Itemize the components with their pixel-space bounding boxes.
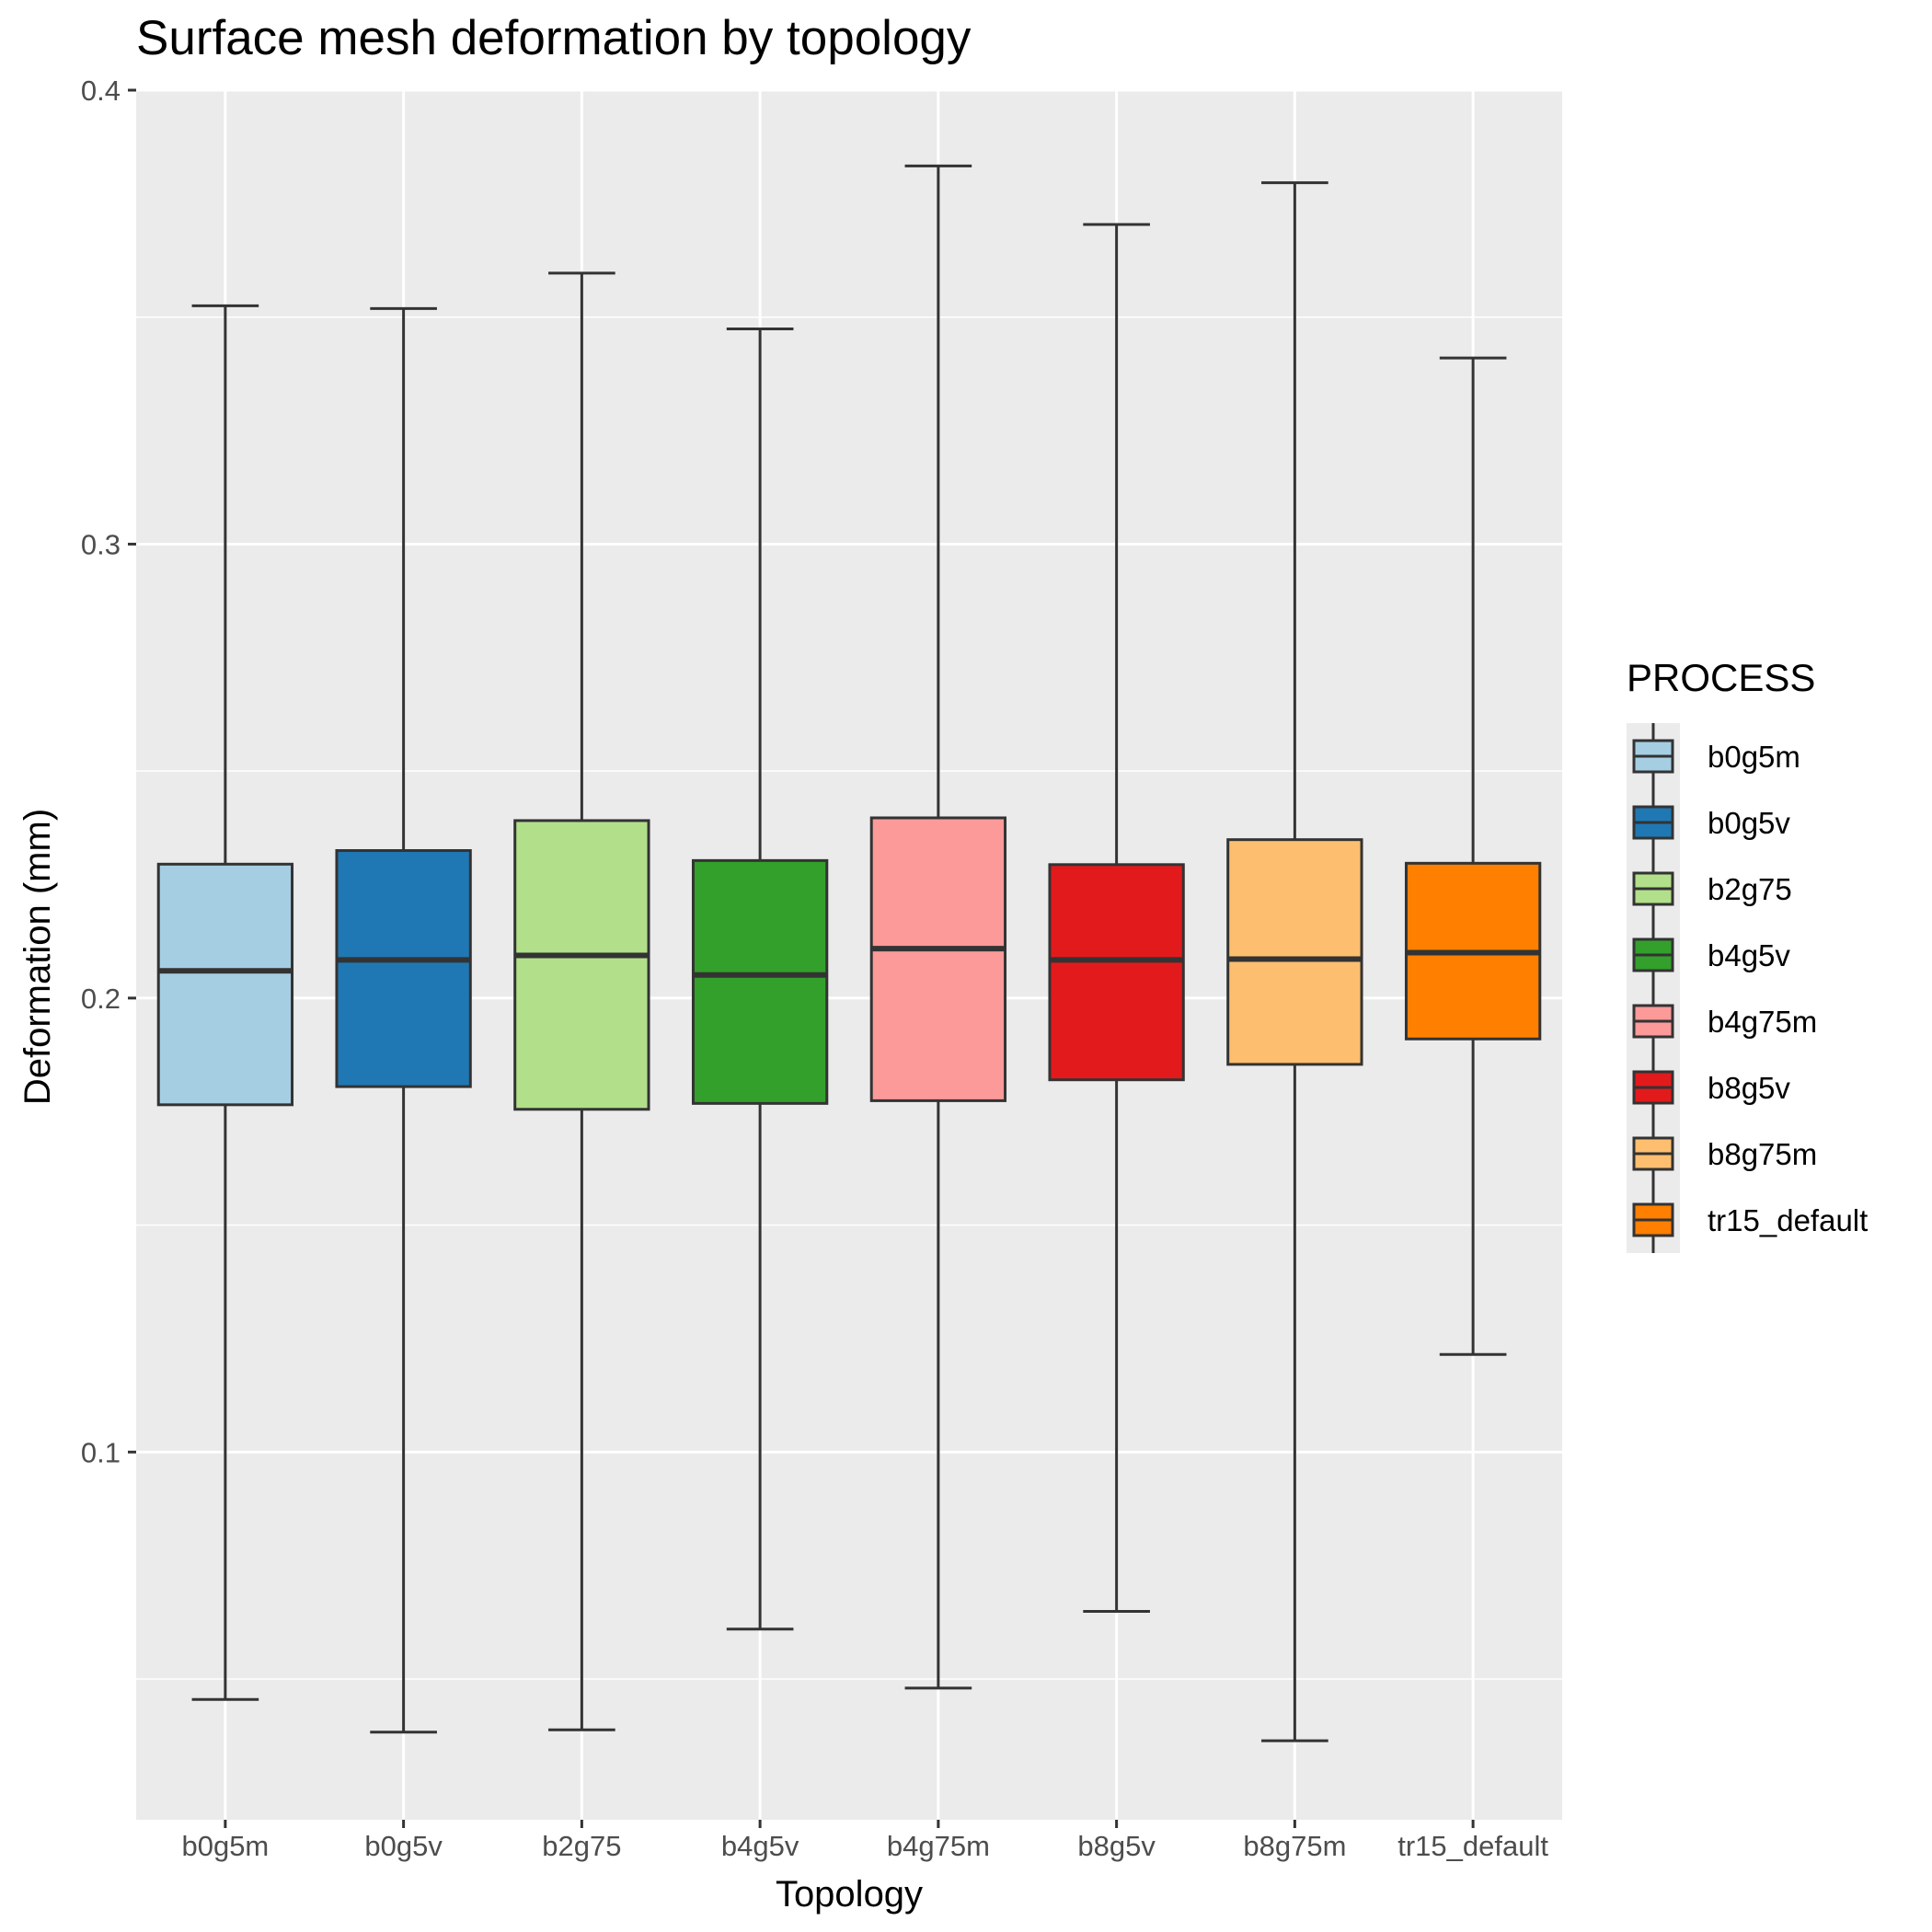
y-tick-label: 0.3 xyxy=(81,528,121,560)
legend-label: tr15_default xyxy=(1708,1203,1868,1237)
x-tick-label: b0g5v xyxy=(364,1830,443,1862)
x-tick-label: b2g75 xyxy=(542,1830,621,1862)
legend: PROCESS b0g5m b0g5v b2g75 b4g5v b4g75m b8g5v b… xyxy=(1627,656,1868,1253)
legend-label: b8g5v xyxy=(1708,1071,1790,1105)
legend-label: b8g75m xyxy=(1708,1137,1817,1171)
legend-label: b0g5v xyxy=(1708,806,1790,840)
legend-label: b4g5v xyxy=(1708,938,1790,972)
box-b4g5v xyxy=(691,858,829,1105)
x-axis-title: Topology xyxy=(776,1874,923,1915)
chart-title: Surface mesh deformation by topology xyxy=(136,11,972,65)
x-tick-label: b4g75m xyxy=(887,1830,990,1862)
x-tick-label: tr15_default xyxy=(1397,1830,1548,1862)
box-b0g5v xyxy=(335,849,472,1088)
x-tick-label: b4g5v xyxy=(721,1830,799,1862)
plot-area: 0.1 0.2 0.3 0.4 b0g5m b0g5v b2g75 b4g5v b4g75m b8… xyxy=(81,75,1562,1862)
legend-label: b0g5m xyxy=(1708,740,1800,774)
box-b2g75 xyxy=(513,819,650,1111)
box-b8g5v xyxy=(1048,863,1185,1082)
x-tick-label: b0g5m xyxy=(181,1830,269,1862)
x-tick-label: b8g75m xyxy=(1243,1830,1346,1862)
legend-label: b4g75m xyxy=(1708,1005,1817,1039)
box-b4g75m xyxy=(869,816,1007,1102)
y-tick-label: 0.1 xyxy=(81,1436,121,1468)
y-axis-title: Deformation (mm) xyxy=(17,809,58,1105)
box-b8g75m xyxy=(1226,838,1363,1066)
box-b0g5m xyxy=(156,862,294,1107)
legend-label: b2g75 xyxy=(1708,872,1792,906)
y-tick-label: 0.2 xyxy=(81,983,121,1015)
legend-title: PROCESS xyxy=(1627,656,1815,699)
x-tick-label: b8g5v xyxy=(1077,1830,1156,1862)
y-tick-label: 0.4 xyxy=(81,75,121,107)
